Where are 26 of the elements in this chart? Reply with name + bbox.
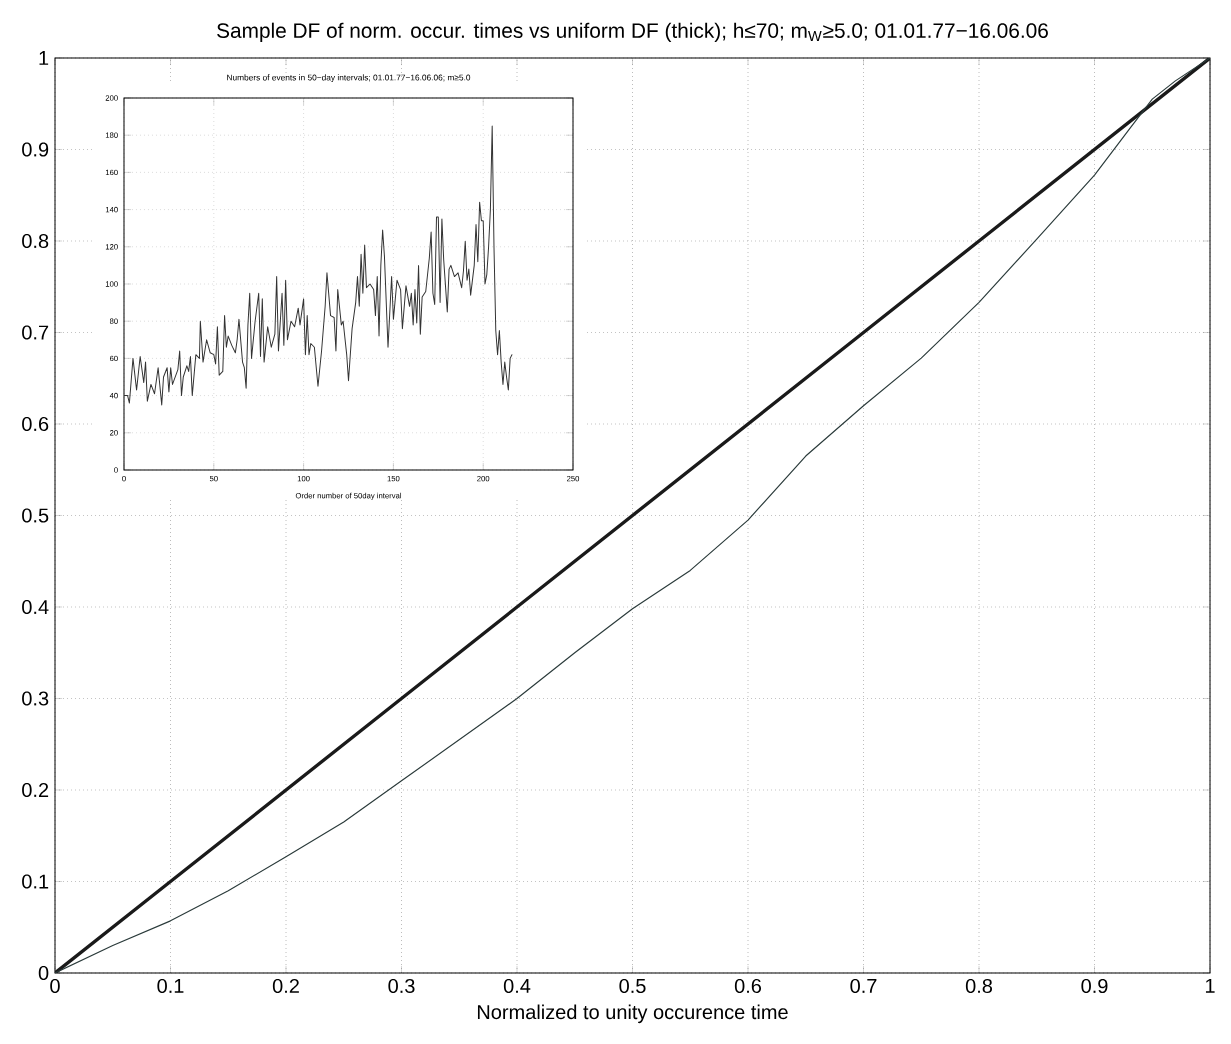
- y-tick-label: 0.9: [22, 142, 49, 157]
- x-tick-label: 0.5: [619, 978, 646, 994]
- x-tick-label: 0.1: [157, 978, 184, 994]
- chart-title: Numbers of events in 50−day intervals; 01.01.77−16.06.06; m≥5.0: [227, 74, 471, 83]
- x-tick-label: 0.4: [503, 978, 531, 994]
- y-tick-label: 0.5: [22, 508, 49, 523]
- y-tick-label: 0: [38, 965, 49, 981]
- line-series: [124, 125, 513, 406]
- y-tick-label: 0.6: [22, 416, 49, 432]
- x-tick-label: 1: [1205, 978, 1215, 993]
- y-tick-label: 0.4: [22, 599, 49, 615]
- y-tick-label: 0.1: [22, 874, 49, 889]
- y-tick-label: 1: [39, 51, 49, 65]
- x-tick-label: 0.3: [388, 978, 415, 994]
- y-tick-label: 0.7: [22, 325, 49, 340]
- x-tick-label: 0.7: [850, 978, 877, 994]
- y-tick-label: 0.8: [22, 233, 49, 249]
- y-tick-label: 0.2: [22, 782, 49, 798]
- y-tick-label: 0.3: [22, 691, 49, 706]
- x-tick-label: 0: [50, 978, 60, 994]
- x-axis-title: Normalized to unity occurence time: [477, 1004, 788, 1024]
- x-tick-label: 0.2: [272, 978, 299, 994]
- x-tick-label: 0.8: [965, 978, 993, 994]
- x-tick-label: 0.9: [1081, 978, 1108, 994]
- x-tick-label: 0.6: [734, 978, 762, 994]
- chart-title: Sample DF of norm. occur. times vs uniform DF (thick); h≤70; m$_{W}$≥5.0; 01.01.77−16.06.06: [217, 22, 1048, 43]
